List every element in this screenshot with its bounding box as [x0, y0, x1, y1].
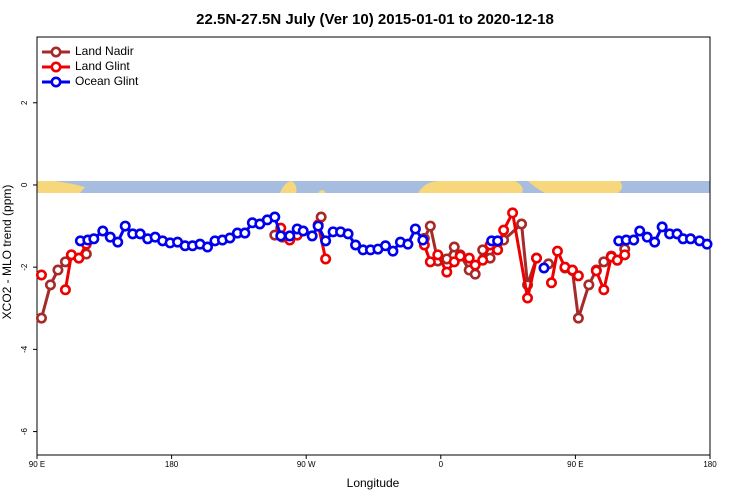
y-tick-label: 0 — [20, 182, 29, 187]
data-point — [119, 220, 131, 232]
data-point — [656, 221, 668, 233]
data-point — [224, 232, 236, 244]
data-point — [572, 312, 584, 324]
data-point — [590, 265, 602, 277]
data-point — [498, 224, 510, 236]
data-point — [342, 228, 354, 240]
data-point — [409, 223, 421, 235]
x-tick-label: 0 — [439, 460, 444, 469]
data-point — [239, 227, 251, 239]
data-point — [52, 264, 64, 276]
data-point — [611, 254, 623, 266]
data-point — [275, 230, 287, 242]
data-point — [387, 245, 399, 257]
data-point — [492, 244, 504, 256]
legend-label: Land Nadir — [75, 44, 134, 58]
data-point — [522, 292, 534, 304]
y-tick-label: -2 — [20, 263, 29, 271]
legend-label: Ocean Glint — [75, 74, 139, 88]
legend-marker — [50, 61, 62, 73]
map-strip — [37, 181, 710, 193]
data-point — [448, 241, 460, 253]
data-point — [112, 236, 124, 248]
data-point — [424, 256, 436, 268]
data-point — [469, 268, 481, 280]
legend-marker — [50, 46, 62, 58]
chart-title: 22.5N-27.5N July (Ver 10) 2015-01-01 to … — [196, 11, 554, 28]
data-point — [134, 228, 146, 240]
data-point — [402, 238, 414, 250]
y-tick-label: -4 — [20, 345, 29, 353]
data-point — [492, 235, 504, 247]
data-point — [269, 211, 281, 223]
data-point — [531, 252, 543, 264]
x-tick-label: 180 — [165, 460, 179, 469]
data-point — [701, 238, 713, 250]
x-tick-label: 90 E — [29, 460, 45, 469]
x-tick-label: 180 — [703, 460, 717, 469]
data-point — [463, 252, 475, 264]
y-tick-label: -6 — [20, 427, 29, 435]
data-point — [641, 231, 653, 243]
data-point — [538, 262, 550, 274]
data-point — [598, 256, 610, 268]
data-point — [73, 252, 85, 264]
data-point — [572, 270, 584, 282]
data-point — [628, 234, 640, 246]
data-point — [284, 230, 296, 242]
land-shape — [318, 190, 326, 193]
data-point — [379, 240, 391, 252]
data-point — [551, 245, 563, 257]
data-point — [201, 241, 213, 253]
land-shape — [37, 181, 85, 193]
data-point — [469, 259, 481, 271]
y-tick-label: 2 — [20, 100, 29, 105]
data-point — [685, 233, 697, 245]
legend-label: Land Glint — [75, 59, 130, 73]
data-point — [104, 231, 116, 243]
data-point — [350, 239, 362, 251]
y-axis-label: XCO2 - MLO trend (ppm) — [0, 185, 14, 320]
data-point — [424, 220, 436, 232]
data-point — [477, 254, 489, 266]
data-point — [320, 253, 332, 265]
data-point — [598, 284, 610, 296]
x-tick-label: 90 E — [567, 460, 583, 469]
data-point — [634, 225, 646, 237]
data-point — [432, 249, 444, 261]
data-point — [35, 312, 47, 324]
legend-marker — [50, 76, 62, 88]
data-point — [516, 218, 528, 230]
land-shape — [418, 181, 523, 193]
data-point — [88, 233, 100, 245]
data-point — [454, 250, 466, 262]
data-point — [583, 279, 595, 291]
land-shape — [528, 181, 623, 193]
data-point — [417, 234, 429, 246]
data-point — [619, 249, 631, 261]
data-point — [44, 279, 56, 291]
data-point — [441, 266, 453, 278]
data-point — [320, 235, 332, 247]
data-point — [545, 277, 557, 289]
data-point — [35, 269, 47, 281]
x-tick-label: 90 W — [297, 460, 316, 469]
data-point — [59, 284, 71, 296]
land-shape — [280, 181, 297, 193]
data-point — [649, 236, 661, 248]
data-point — [306, 230, 318, 242]
x-axis-label: Longitude — [347, 476, 400, 490]
data-point — [297, 225, 309, 237]
data-point — [312, 220, 324, 232]
data-point — [507, 207, 519, 219]
data-point — [97, 225, 109, 237]
